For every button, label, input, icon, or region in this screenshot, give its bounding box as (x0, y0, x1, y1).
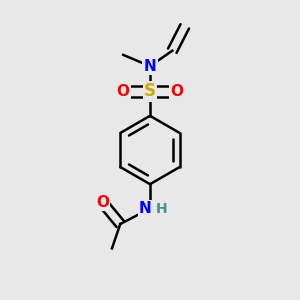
Text: N: N (138, 201, 151, 216)
Text: O: O (117, 84, 130, 99)
Text: H: H (155, 202, 167, 216)
Text: N: N (144, 59, 156, 74)
Text: O: O (170, 84, 183, 99)
Text: O: O (96, 195, 109, 210)
Text: S: S (144, 82, 156, 100)
